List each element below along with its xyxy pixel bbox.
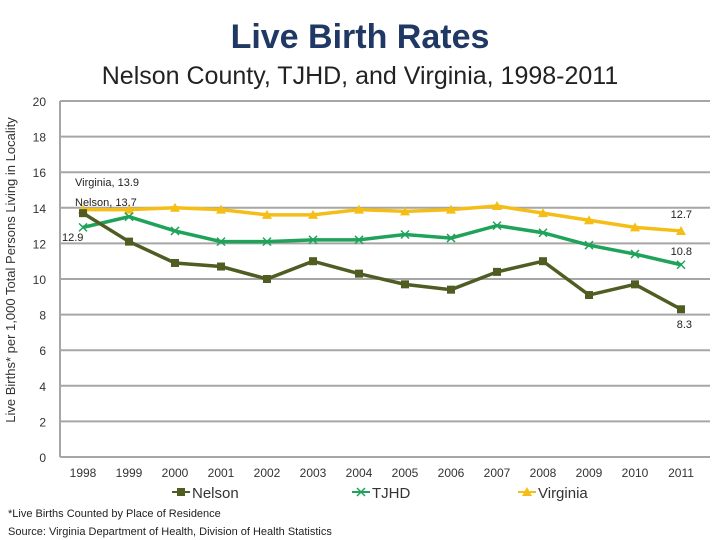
marker-x — [446, 233, 456, 243]
marker-square — [493, 267, 501, 276]
x-tick-label: 2000 — [162, 466, 189, 480]
marker-triangle — [124, 204, 134, 214]
marker-square — [539, 257, 547, 266]
y-tick-label: 4 — [39, 380, 46, 394]
marker-x — [584, 240, 594, 250]
marker-x — [124, 212, 134, 222]
x-tick-label: 1998 — [70, 466, 97, 480]
data-label: Nelson, 13.7 — [75, 197, 137, 209]
data-label: 12.7 — [671, 209, 692, 221]
marker-triangle — [446, 204, 456, 214]
x-tick-label: 1999 — [116, 466, 143, 480]
marker-x — [630, 249, 640, 259]
source-note: Source: Virginia Department of Health, D… — [8, 526, 332, 538]
x-tick-label: 2001 — [208, 466, 235, 480]
marker-square — [171, 258, 179, 267]
data-label: Virginia, 13.9 — [75, 177, 139, 189]
marker-square — [585, 291, 593, 300]
series-line-nelson — [82, 211, 682, 311]
marker-triangle — [584, 215, 594, 225]
marker-square — [401, 280, 409, 289]
x-tick-label: 2009 — [576, 466, 603, 480]
x-tick-label: 2005 — [392, 466, 419, 480]
x-tick-label: 2011 — [668, 466, 694, 480]
y-tick-label: 18 — [33, 131, 47, 145]
footnote: *Live Births Counted by Place of Residen… — [8, 508, 221, 520]
marker-square — [447, 285, 455, 294]
marker-square — [79, 209, 87, 218]
marker-x — [216, 237, 226, 247]
marker-x — [676, 260, 686, 270]
marker-triangle — [308, 209, 318, 219]
y-tick-label: 10 — [33, 273, 47, 287]
y-tick-label: 16 — [33, 166, 47, 180]
marker-x — [354, 235, 364, 245]
marker-square — [309, 257, 317, 266]
chart-subtitle: Nelson County, TJHD, and Virginia, 1998-… — [101, 62, 619, 90]
marker-triangle — [522, 487, 532, 496]
chart-title: Live Birth Rates — [230, 18, 490, 56]
marker-x — [356, 487, 366, 497]
x-tick-label: 2006 — [438, 466, 465, 480]
data-label: 8.3 — [677, 319, 692, 331]
marker-square — [125, 237, 133, 246]
marker-x — [492, 221, 502, 231]
marker-triangle — [492, 201, 502, 211]
x-tick-label: 2007 — [484, 466, 511, 480]
marker-x — [262, 237, 272, 247]
x-tick-label: 2003 — [300, 466, 327, 480]
marker-triangle — [676, 225, 686, 235]
marker-triangle — [400, 206, 410, 216]
marker-square — [177, 488, 185, 496]
y-tick-label: 2 — [39, 415, 46, 429]
marker-square — [217, 262, 225, 271]
marker-triangle — [354, 204, 364, 214]
marker-square — [677, 305, 685, 314]
data-label: 10.8 — [671, 246, 692, 258]
marker-triangle — [538, 208, 548, 218]
series-line-virginia — [83, 204, 682, 233]
y-tick-label: 0 — [39, 451, 46, 465]
marker-square — [631, 280, 639, 289]
x-tick-label: 2002 — [254, 466, 281, 480]
marker-x — [400, 229, 410, 240]
x-tick-label: 2010 — [622, 466, 649, 480]
marker-square — [355, 269, 363, 278]
series-line-tjhd — [82, 214, 682, 267]
data-label: 12.9 — [62, 232, 83, 244]
y-tick-label: 14 — [33, 202, 47, 216]
y-tick-label: 12 — [33, 237, 47, 251]
y-tick-label: 20 — [33, 95, 47, 109]
x-tick-label: 2008 — [530, 466, 557, 480]
marker-x — [78, 222, 88, 232]
marker-x — [170, 226, 180, 236]
legend-label-virginia: Virginia — [538, 485, 588, 502]
marker-triangle — [170, 202, 180, 212]
x-tick-label: 2004 — [346, 466, 373, 480]
marker-x — [538, 228, 548, 238]
marker-x — [308, 235, 318, 245]
marker-triangle — [216, 204, 226, 214]
y-tick-label: 8 — [39, 309, 46, 323]
marker-triangle — [630, 222, 640, 232]
y-tick-label: 6 — [39, 344, 46, 358]
legend-label-nelson: Nelson — [192, 485, 239, 502]
legend-label-tjhd: TJHD — [372, 485, 410, 502]
marker-square — [263, 275, 271, 283]
marker-triangle — [262, 209, 272, 219]
